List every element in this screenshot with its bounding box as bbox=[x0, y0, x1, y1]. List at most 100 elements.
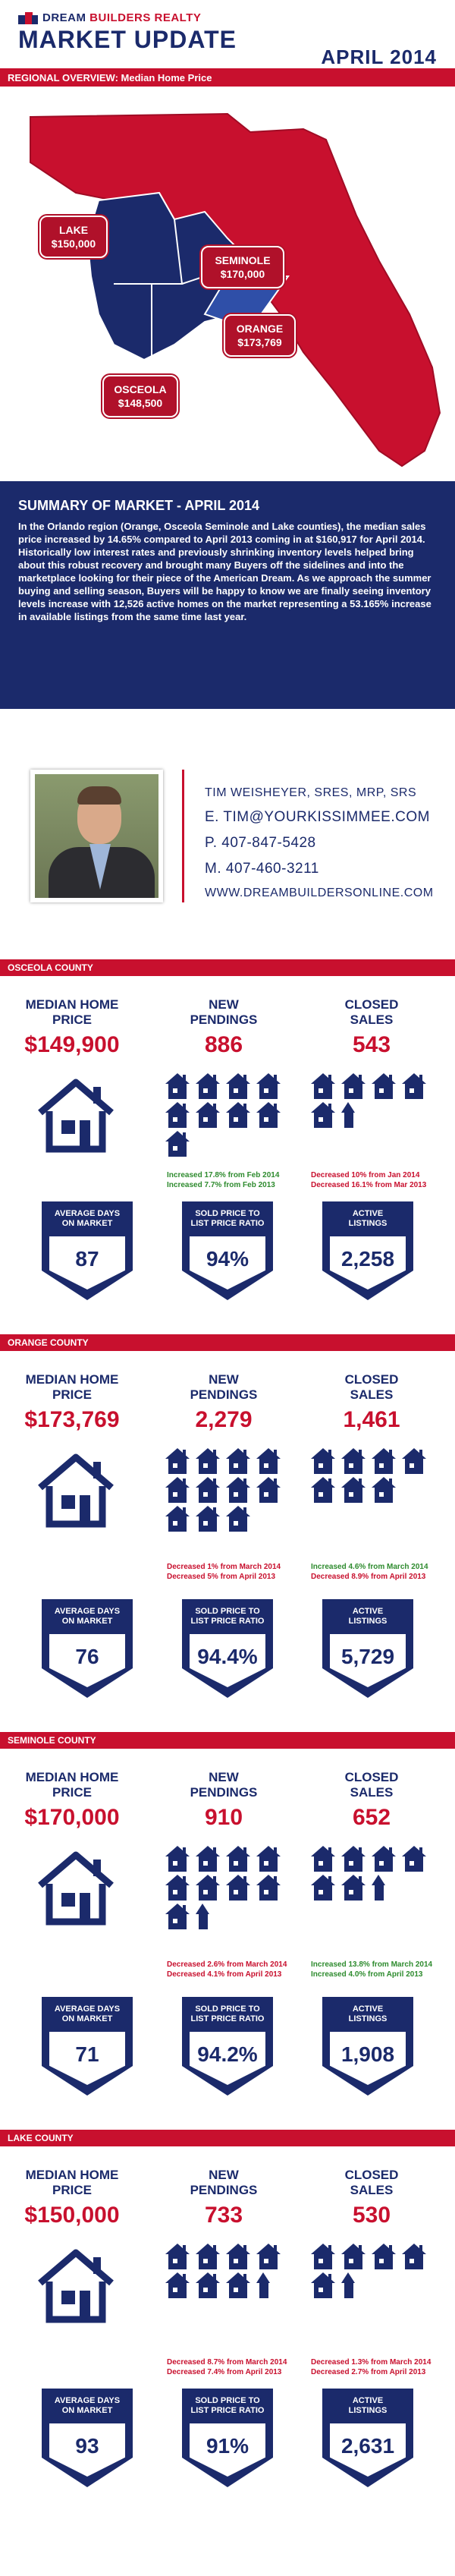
pendings-label: NEW PENDINGS bbox=[190, 2168, 258, 2197]
closed-label: CLOSED SALES bbox=[344, 2168, 399, 2197]
price-ratio-badge: SOLD PRICE TO LIST PRICE RATIO 94.2% bbox=[182, 1997, 273, 2096]
active-listings-badge: ACTIVE LISTINGS 1,908 bbox=[322, 1997, 413, 2096]
summary-text: In the Orlando region (Orange, Osceola S… bbox=[18, 521, 431, 622]
price-ratio-value: 94% bbox=[206, 1247, 249, 1271]
page-title: MARKET UPDATE bbox=[18, 26, 237, 53]
median-price-block: MEDIAN HOME PRICE $149,900 bbox=[15, 997, 129, 1058]
closed-value: 652 bbox=[352, 1805, 391, 1830]
house-icon bbox=[226, 1506, 250, 1532]
pendings-house-icons bbox=[165, 1448, 282, 1532]
house-icon bbox=[196, 1448, 220, 1474]
price-ratio-badge: SOLD PRICE TO LIST PRICE RATIO 91% bbox=[182, 2389, 273, 2487]
pendings-block: NEW PENDINGS 733 bbox=[167, 2168, 281, 2228]
pendings-label: NEW PENDINGS bbox=[190, 1770, 258, 1800]
house-icon bbox=[165, 2244, 190, 2269]
house-icon bbox=[165, 1448, 190, 1474]
house-icon bbox=[196, 1846, 220, 1872]
regional-overview-bar: REGIONAL OVERVIEW: Median Home Price bbox=[0, 68, 455, 87]
closed-sales-block: CLOSED SALES 530 bbox=[311, 2168, 432, 2228]
agent-mobile[interactable]: M. 407-460-3211 bbox=[205, 861, 319, 877]
houses-logo-icon bbox=[18, 11, 38, 24]
florida-map: LAKE $150,000 SEMINOLE $170,000 ORANGE $… bbox=[0, 87, 455, 481]
house-icon bbox=[402, 1448, 426, 1474]
county-section: SEMINOLE COUNTY MEDIAN HOME PRICE $170,000 N… bbox=[0, 1732, 455, 2130]
active-listings-badge: ACTIVE LISTINGS 2,631 bbox=[322, 2389, 413, 2487]
closed-house-icons bbox=[311, 1073, 428, 1128]
pendings-house-icons bbox=[165, 2244, 282, 2298]
home-icon bbox=[34, 1073, 118, 1157]
days-on-market-badge: AVERAGE DAYS ON MARKET 93 bbox=[42, 2389, 133, 2487]
house-icon bbox=[165, 1477, 190, 1503]
county-section: OSCEOLA COUNTY MEDIAN HOME PRICE $149,900 NE… bbox=[0, 959, 455, 1334]
agent-card: TIM WEISHEYER, SRES, MRP, SRS E. TIM@YOU… bbox=[0, 709, 455, 959]
closed-label: CLOSED SALES bbox=[344, 997, 399, 1027]
county-badge-seminole: SEMINOLE $170,000 bbox=[201, 246, 284, 288]
median-value: $170,000 bbox=[24, 1805, 120, 1830]
divider bbox=[182, 770, 184, 902]
active-listings-badge: ACTIVE LISTINGS 2,258 bbox=[322, 1201, 413, 1300]
pendings-block: NEW PENDINGS 2,279 bbox=[167, 1372, 281, 1433]
county-sections: OSCEOLA COUNTY MEDIAN HOME PRICE $149,900 NE… bbox=[0, 959, 455, 2521]
days-on-market-badge: AVERAGE DAYS ON MARKET 87 bbox=[42, 1201, 133, 1300]
agent-phone[interactable]: P. 407-847-5428 bbox=[205, 835, 316, 851]
closed-sales-block: CLOSED SALES 543 bbox=[311, 997, 432, 1058]
summary-title: SUMMARY OF MARKET - APRIL 2014 bbox=[18, 498, 260, 513]
county-title: SEMINOLE COUNTY bbox=[0, 1732, 455, 1749]
median-label: MEDIAN HOME PRICE bbox=[25, 1770, 119, 1800]
house-icon bbox=[372, 2244, 396, 2269]
house-icon bbox=[402, 1073, 426, 1099]
house-icon bbox=[226, 1448, 250, 1474]
price-ratio-badge: SOLD PRICE TO LIST PRICE RATIO 94% bbox=[182, 1201, 273, 1300]
pendings-notes: Decreased 1% from March 2014 Decreased 5%… bbox=[167, 1563, 281, 1581]
pendings-block: NEW PENDINGS 886 bbox=[167, 997, 281, 1058]
closed-notes: Increased 13.8% from March 2014 Increased… bbox=[311, 1960, 433, 1979]
house-icon bbox=[311, 1102, 335, 1128]
closed-notes: Decreased 10% from Jan 2014 Decreased 16.… bbox=[311, 1171, 427, 1189]
median-label: MEDIAN HOME PRICE bbox=[25, 2168, 119, 2197]
house-icon bbox=[341, 1448, 366, 1474]
house-icon bbox=[256, 2244, 281, 2269]
house-icon bbox=[311, 1875, 335, 1901]
house-icon bbox=[196, 2272, 220, 2298]
house-icon bbox=[256, 1102, 281, 1128]
house-icon bbox=[226, 1102, 250, 1128]
pendings-label: NEW PENDINGS bbox=[190, 1372, 258, 1402]
agent-email[interactable]: E. TIM@YOURKISSIMMEE.COM bbox=[205, 809, 430, 825]
days-on-market-value: 71 bbox=[75, 2042, 99, 2066]
home-icon bbox=[34, 2244, 118, 2327]
house-icon bbox=[196, 1506, 220, 1532]
active-listings-value: 1,908 bbox=[340, 2042, 395, 2066]
house-icon bbox=[165, 1073, 190, 1099]
house-icon bbox=[372, 1477, 396, 1503]
half-house-icon bbox=[341, 2272, 366, 2298]
pendings-value: 886 bbox=[204, 1032, 243, 1057]
active-listings-value: 2,258 bbox=[340, 1247, 395, 1271]
price-ratio-value: 91% bbox=[206, 2434, 249, 2458]
closed-house-icons bbox=[311, 1846, 428, 1901]
closed-label: CLOSED SALES bbox=[344, 1770, 399, 1800]
house-icon bbox=[372, 1448, 396, 1474]
house-icon bbox=[165, 2272, 190, 2298]
pendings-notes: Decreased 2.6% from March 2014 Decreased … bbox=[167, 1960, 287, 1979]
header: DREAM BUILDERS REALTY MARKET UPDATE APRI… bbox=[0, 0, 455, 68]
home-icon bbox=[34, 1448, 118, 1532]
closed-notes: Decreased 1.3% from March 2014 Decreased … bbox=[311, 2358, 431, 2376]
house-icon bbox=[311, 1477, 335, 1503]
price-ratio-value: 94.4% bbox=[197, 1645, 258, 1668]
agent-website[interactable]: WWW.DREAMBUILDERSONLINE.COM bbox=[205, 886, 434, 899]
closed-house-icons bbox=[311, 1448, 428, 1503]
county-title: ORANGE COUNTY bbox=[0, 1334, 455, 1351]
agent-name: TIM WEISHEYER, SRES, MRP, SRS bbox=[205, 786, 417, 799]
closed-value: 1,461 bbox=[343, 1407, 400, 1432]
house-icon bbox=[226, 1875, 250, 1901]
home-icon bbox=[34, 1846, 118, 1929]
pendings-label: NEW PENDINGS bbox=[190, 997, 258, 1027]
house-icon bbox=[196, 1102, 220, 1128]
median-value: $149,900 bbox=[24, 1032, 120, 1057]
closed-value: 543 bbox=[352, 1032, 391, 1057]
price-ratio-badge: SOLD PRICE TO LIST PRICE RATIO 94.4% bbox=[182, 1599, 273, 1698]
report-date: APRIL 2014 bbox=[321, 46, 437, 68]
house-icon bbox=[256, 1477, 281, 1503]
house-icon bbox=[341, 1846, 366, 1872]
pendings-block: NEW PENDINGS 910 bbox=[167, 1770, 281, 1831]
